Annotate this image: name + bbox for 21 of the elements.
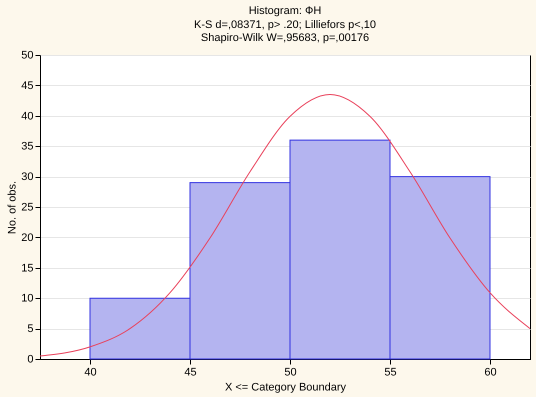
y-tick-label: 50 — [21, 50, 34, 62]
chart-title: Histogram: ФН — [248, 5, 322, 17]
x-tick-label: 60 — [484, 366, 497, 378]
x-tick-label: 55 — [384, 366, 397, 378]
y-tick-label: 30 — [21, 171, 34, 184]
y-tick-label: 45 — [21, 80, 34, 92]
x-tick-label: 40 — [84, 366, 97, 378]
y-tick-label: 5 — [27, 323, 34, 336]
line-series — [40, 94, 530, 356]
x-axis-title: X <= Category Boundary — [224, 382, 347, 394]
y-tick-label: 20 — [21, 232, 34, 244]
x-tick-label: 45 — [184, 366, 197, 378]
y-axis-title: No. of obs. — [6, 180, 18, 234]
y-tick-label: 35 — [21, 140, 34, 153]
x-tick-label: 50 — [284, 366, 297, 378]
y-tick-label: 25 — [21, 202, 34, 214]
y-tick-label: 40 — [21, 110, 34, 122]
chart-subtitle: K-S d=,08371, p> .20; Lilliefors p<,10 Shapiro-Wilk W=,95683, p=,00176 — [194, 19, 376, 44]
y-tick-label: 15 — [21, 262, 34, 274]
y-tick-label: 0 — [27, 354, 34, 366]
y-tick-label: 10 — [21, 292, 34, 305]
